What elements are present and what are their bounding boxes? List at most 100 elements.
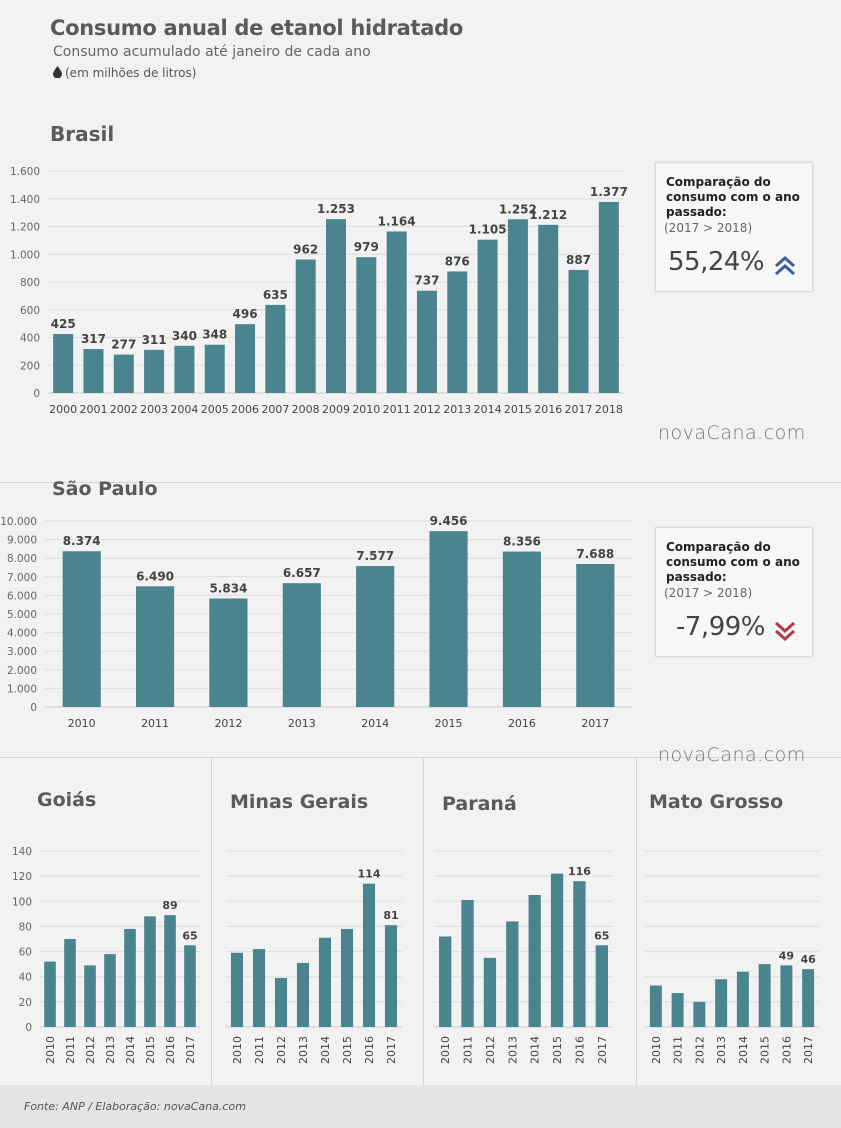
brand-watermark: novaCana.com xyxy=(658,744,806,766)
y-tick-label: 80 xyxy=(19,921,32,933)
data-label: 962 xyxy=(293,243,318,257)
data-label: 6.657 xyxy=(283,566,321,580)
x-tick-label: 2005 xyxy=(201,403,229,416)
bar xyxy=(104,954,116,1027)
data-label: 876 xyxy=(445,254,470,268)
bar xyxy=(538,224,559,393)
bar xyxy=(204,344,225,393)
data-label: 65 xyxy=(594,929,609,942)
bar xyxy=(386,231,407,393)
data-label: 1.253 xyxy=(317,202,355,216)
x-tick-label: 2016 xyxy=(573,1036,586,1064)
y-tick-label: 1.000 xyxy=(7,683,37,695)
x-tick-label: 2016 xyxy=(534,403,562,416)
x-tick-label: 2010 xyxy=(650,1036,663,1064)
comparison-value: -7,99% xyxy=(676,612,765,642)
data-label: 7.577 xyxy=(356,549,394,563)
data-label: 737 xyxy=(414,274,439,288)
data-label: 1.105 xyxy=(469,223,507,237)
data-label: 1.164 xyxy=(378,214,416,228)
bar xyxy=(296,962,310,1027)
bar xyxy=(252,949,266,1027)
bar xyxy=(356,257,377,393)
bar xyxy=(573,881,586,1027)
data-label: 89 xyxy=(162,899,177,912)
bar xyxy=(736,971,749,1027)
x-tick-label: 2012 xyxy=(214,717,242,730)
y-tick-label: 400 xyxy=(20,333,40,345)
bar xyxy=(53,334,74,393)
x-tick-label: 2003 xyxy=(140,403,168,416)
data-label: 114 xyxy=(358,868,381,881)
data-label: 496 xyxy=(233,307,258,321)
y-tick-label: 3.000 xyxy=(7,646,37,658)
bar xyxy=(671,993,684,1027)
double-chevron-down-icon xyxy=(775,621,795,641)
chart-title: Goiás xyxy=(37,789,96,811)
x-tick-label: 2010 xyxy=(231,1036,244,1064)
bar xyxy=(507,219,528,393)
bar xyxy=(483,957,497,1027)
bar xyxy=(576,564,615,707)
x-tick-label: 2015 xyxy=(435,717,463,730)
y-tick-label: 0 xyxy=(33,388,40,400)
y-tick-label: 120 xyxy=(12,871,32,883)
bar xyxy=(282,583,321,707)
x-tick-label: 2012 xyxy=(413,403,441,416)
comparison-label: Comparação do consumo com o ano passado: xyxy=(666,175,800,219)
bar xyxy=(44,961,56,1027)
x-tick-label: 2011 xyxy=(141,717,169,730)
bar xyxy=(274,977,288,1027)
x-tick-label: 2010 xyxy=(439,1036,452,1064)
bar xyxy=(416,290,437,393)
bar xyxy=(184,945,196,1027)
data-label: 46 xyxy=(800,953,816,966)
mato-grosso-chart: Mato Grosso 2010 2011 2012 2013 2014 2015 49 201… xyxy=(645,791,819,1064)
bar xyxy=(230,952,244,1027)
data-label: 81 xyxy=(383,909,398,922)
data-label: 5.834 xyxy=(209,581,247,595)
data-label: 6.490 xyxy=(136,569,174,583)
bar xyxy=(209,598,248,707)
bar xyxy=(318,937,332,1027)
y-tick-label: 1.600 xyxy=(10,166,40,178)
bar xyxy=(174,345,195,393)
x-tick-label: 2015 xyxy=(144,1036,157,1064)
y-tick-label: 6.000 xyxy=(7,590,37,602)
x-tick-label: 2014 xyxy=(737,1036,750,1064)
y-tick-label: 140 xyxy=(12,846,32,858)
bar xyxy=(384,925,398,1027)
y-tick-label: 5.000 xyxy=(7,609,37,621)
bar xyxy=(598,201,619,393)
y-tick-label: 9.000 xyxy=(7,535,37,547)
data-label: 887 xyxy=(566,253,591,267)
x-tick-label: 2017 xyxy=(385,1036,398,1064)
x-tick-label: 2006 xyxy=(231,403,259,416)
x-tick-label: 2016 xyxy=(508,717,536,730)
data-label: 635 xyxy=(263,288,288,302)
footer: Fonte: ANP / Elaboração: novaCana.com xyxy=(0,1085,841,1128)
bar xyxy=(144,349,165,393)
x-tick-label: 2000 xyxy=(49,403,77,416)
x-tick-label: 2010 xyxy=(68,717,96,730)
x-tick-label: 2002 xyxy=(110,403,138,416)
bar xyxy=(362,883,376,1027)
x-tick-label: 2016 xyxy=(164,1036,177,1064)
x-tick-label: 2014 xyxy=(529,1036,542,1064)
x-tick-label: 2015 xyxy=(341,1036,354,1064)
data-label: 116 xyxy=(568,865,591,878)
y-tick-label: 60 xyxy=(19,947,32,959)
y-tick-label: 1.400 xyxy=(10,194,40,206)
x-tick-label: 2010 xyxy=(352,403,380,416)
y-tick-label: 10.000 xyxy=(0,516,37,528)
x-tick-label: 2017 xyxy=(802,1036,815,1064)
x-tick-label: 2011 xyxy=(383,403,411,416)
y-tick-label: 0 xyxy=(25,1022,32,1034)
bar xyxy=(144,916,156,1027)
section-divider xyxy=(0,757,841,758)
bar xyxy=(113,354,134,393)
bar xyxy=(164,915,176,1027)
x-tick-label: 2013 xyxy=(297,1036,310,1064)
y-tick-label: 8.000 xyxy=(7,553,37,565)
bar xyxy=(429,531,468,707)
